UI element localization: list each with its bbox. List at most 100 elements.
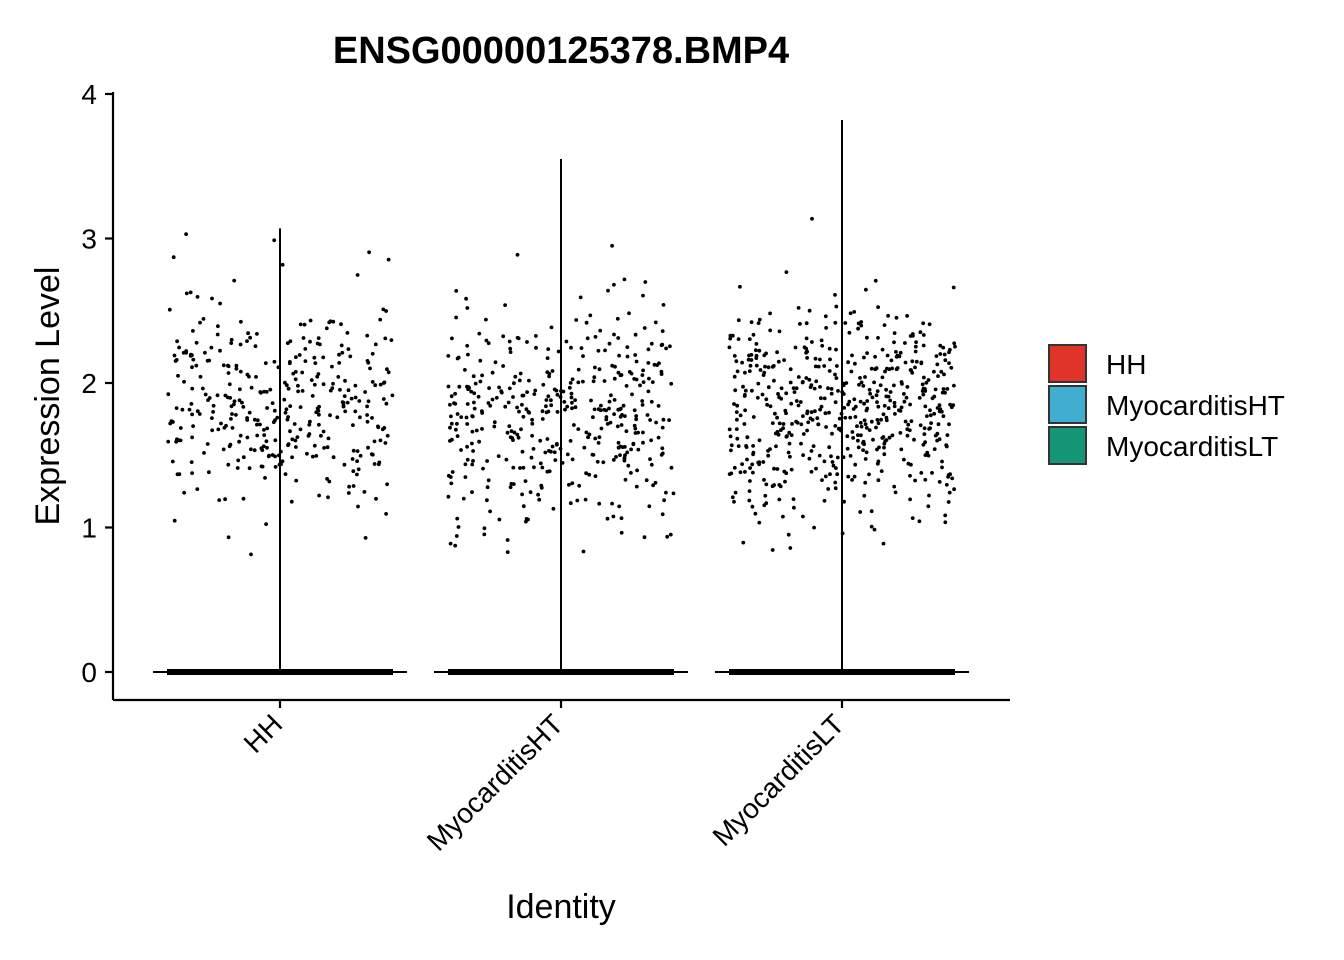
data-point — [777, 421, 782, 426]
data-point — [264, 390, 269, 394]
data-point — [336, 375, 341, 379]
data-point — [852, 397, 857, 402]
data-point — [342, 462, 347, 467]
data-point — [822, 396, 827, 401]
data-point — [507, 386, 512, 391]
data-point — [597, 435, 602, 440]
data-point — [660, 512, 665, 517]
data-point — [733, 388, 738, 393]
data-point — [776, 359, 781, 364]
data-point — [661, 303, 666, 307]
data-point — [828, 357, 832, 362]
data-point — [247, 410, 252, 415]
data-point — [171, 255, 176, 260]
data-point — [272, 359, 277, 364]
data-point — [597, 367, 602, 372]
data-point — [173, 359, 178, 363]
data-point — [892, 383, 896, 388]
data-point — [545, 437, 550, 441]
data-point — [166, 392, 171, 397]
data-point — [844, 381, 849, 385]
data-point — [294, 478, 299, 483]
data-point — [585, 336, 590, 341]
data-point — [615, 424, 620, 429]
data-point — [575, 498, 580, 503]
data-point — [789, 433, 794, 437]
data-point — [747, 489, 752, 493]
data-point — [792, 390, 797, 394]
data-point — [386, 370, 391, 375]
data-point — [545, 356, 550, 360]
data-point — [520, 402, 524, 407]
data-point — [656, 404, 661, 408]
data-point — [625, 345, 630, 349]
data-point — [851, 436, 855, 440]
data-point — [747, 498, 752, 503]
data-point — [906, 422, 911, 427]
data-point — [516, 435, 521, 440]
data-point — [763, 493, 768, 498]
data-point — [496, 454, 501, 458]
data-point — [736, 444, 741, 448]
data-point — [648, 457, 652, 461]
data-point — [569, 395, 574, 400]
data-point — [570, 400, 574, 405]
data-point — [734, 427, 739, 431]
data-point — [779, 386, 784, 391]
data-point — [775, 350, 779, 355]
data-point — [558, 446, 563, 451]
data-point — [524, 407, 529, 412]
data-point — [383, 441, 388, 445]
data-point — [812, 525, 816, 530]
data-point — [899, 405, 904, 410]
data-point — [355, 273, 360, 277]
data-point — [728, 434, 733, 439]
data-point — [385, 433, 390, 438]
data-point — [390, 393, 395, 398]
data-point — [814, 466, 818, 471]
data-point — [249, 552, 253, 557]
data-point — [647, 376, 651, 381]
data-point — [370, 351, 375, 356]
data-point — [453, 543, 458, 548]
data-point — [606, 288, 610, 293]
data-point — [849, 369, 854, 374]
data-point — [485, 459, 489, 463]
legend-label: MyocarditisLT — [1106, 431, 1278, 462]
data-point — [913, 365, 917, 370]
data-point — [455, 434, 460, 438]
data-point — [550, 369, 555, 373]
data-point — [465, 444, 469, 449]
data-point — [859, 424, 864, 429]
data-point — [277, 462, 282, 467]
data-point — [738, 470, 743, 475]
data-point — [176, 373, 180, 378]
data-point — [660, 425, 665, 430]
data-point — [488, 509, 492, 514]
data-point — [913, 478, 917, 483]
data-point — [649, 399, 654, 404]
data-point — [544, 398, 549, 402]
data-point — [819, 396, 823, 401]
data-point — [806, 420, 811, 425]
data-point — [631, 442, 636, 447]
data-point — [635, 468, 639, 473]
data-point — [762, 478, 766, 482]
data-point — [923, 389, 928, 393]
data-point — [570, 377, 575, 382]
data-point — [732, 465, 737, 470]
data-point — [856, 438, 860, 443]
data-point — [937, 403, 942, 408]
data-point — [235, 466, 240, 470]
data-point — [454, 534, 459, 538]
data-point — [217, 498, 222, 502]
data-point — [847, 330, 852, 335]
data-point — [567, 385, 572, 390]
data-point — [783, 479, 787, 484]
data-point — [353, 395, 358, 400]
data-point — [873, 354, 877, 359]
data-point — [271, 420, 276, 425]
data-point — [538, 461, 543, 466]
data-point — [923, 404, 928, 409]
data-point — [303, 347, 308, 351]
